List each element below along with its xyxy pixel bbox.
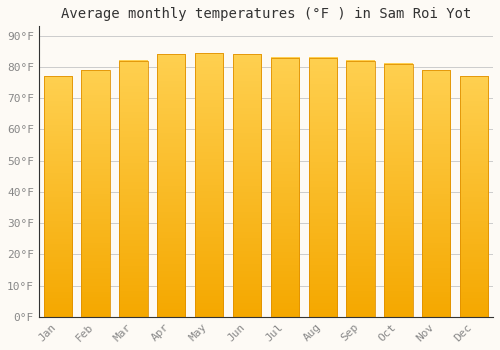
Bar — [460, 76, 488, 317]
Bar — [82, 70, 110, 317]
Bar — [308, 57, 337, 317]
Bar — [233, 54, 261, 317]
Bar — [384, 64, 412, 317]
Bar — [195, 53, 224, 317]
Title: Average monthly temperatures (°F ) in Sam Roi Yot: Average monthly temperatures (°F ) in Sa… — [60, 7, 471, 21]
Bar — [44, 76, 72, 317]
Bar — [119, 61, 148, 317]
Bar — [346, 61, 375, 317]
Bar — [157, 54, 186, 317]
Bar — [270, 57, 299, 317]
Bar — [422, 70, 450, 317]
